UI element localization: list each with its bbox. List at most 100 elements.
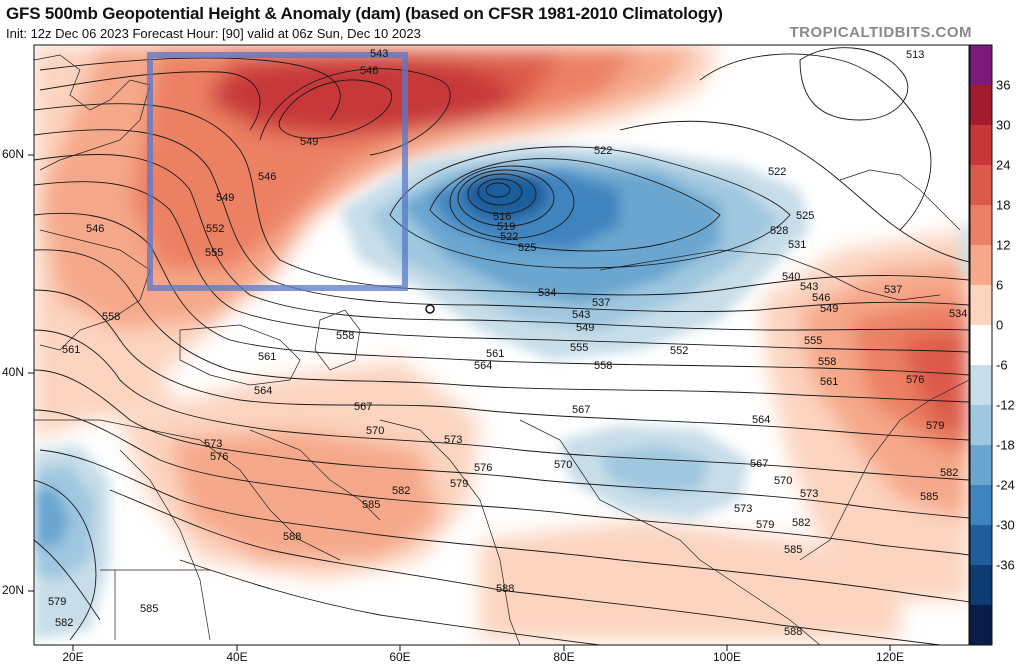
- contour-label: 525: [796, 210, 814, 222]
- map-subtitle: Init: 12z Dec 06 2023 Forecast Hour: [90…: [6, 26, 421, 41]
- contour-label: 573: [444, 434, 462, 446]
- contour-label: 564: [752, 414, 770, 426]
- colorbar-segment: [970, 605, 992, 646]
- contour-label: 579: [926, 420, 944, 432]
- contour-label: 534: [538, 287, 556, 299]
- contour-label: 558: [102, 311, 120, 323]
- colorbar-tick-label: -30: [996, 517, 1015, 533]
- colorbar-tick-label: 6: [996, 277, 1004, 293]
- contour-label: 576: [210, 451, 228, 463]
- contour-label: 522: [768, 166, 786, 178]
- contour-label: 549: [576, 322, 594, 334]
- contour-label: 522: [594, 145, 612, 157]
- colorbar-tick-label: 24: [996, 157, 1011, 173]
- colorbar-segment: [970, 285, 992, 326]
- contour-label: 558: [818, 356, 836, 368]
- contour-label: 534: [949, 308, 967, 320]
- contour-label: 567: [750, 458, 768, 470]
- contour-label: 567: [572, 404, 590, 416]
- lon-label-100e: 100E: [712, 650, 742, 664]
- contour-label: 579: [48, 596, 66, 608]
- contour-label: 555: [205, 247, 223, 259]
- contour-label: 576: [906, 374, 924, 386]
- contour-label: 576: [474, 462, 492, 474]
- lon-label-60e: 60E: [389, 650, 411, 664]
- map-title: GFS 500mb Geopotential Height & Anomaly …: [6, 4, 723, 23]
- colorbar-tick-label: -6: [996, 357, 1008, 373]
- contour-label: 555: [804, 335, 822, 347]
- contour-label: 549: [300, 136, 318, 148]
- location-marker: [425, 304, 435, 314]
- contour-label: 579: [450, 478, 468, 490]
- contour-label: 552: [206, 223, 224, 235]
- lon-label-120e: 120E: [875, 650, 905, 664]
- colorbar-segment: [970, 85, 992, 126]
- contour-label: 558: [336, 330, 354, 342]
- colorbar-segment: [970, 45, 992, 86]
- contour-label: 567: [354, 401, 372, 413]
- contour-label: 570: [554, 459, 572, 471]
- contour-label: 585: [920, 491, 938, 503]
- contour-label: 564: [474, 360, 492, 372]
- contour-labels: 543 546 549 546 549 552 555 546 558 561 …: [48, 48, 967, 638]
- contour-label: 579: [756, 519, 774, 531]
- contour-label: 582: [392, 485, 410, 497]
- colorbar-segment: [970, 325, 992, 366]
- contour-label: 561: [62, 344, 80, 356]
- colorbar-tick-label: 12: [996, 237, 1011, 253]
- lon-label-80e: 80E: [553, 650, 575, 664]
- contour-label: 516: [493, 211, 511, 223]
- contour-label: 549: [820, 303, 838, 315]
- contour-label: 582: [940, 467, 958, 479]
- contour-label: 549: [216, 192, 234, 204]
- lat-label-60n: 60N: [2, 147, 25, 161]
- contour-label: 546: [86, 223, 104, 235]
- contour-label: 519: [497, 221, 515, 233]
- colorbar-tick-label: -18: [996, 437, 1015, 453]
- map-plot-area: 543 546 549 546 549 552 555 546 558 561 …: [34, 45, 969, 645]
- contour-label: 570: [774, 475, 792, 487]
- lon-label-20e: 20E: [62, 650, 84, 664]
- colorbar: [969, 44, 993, 646]
- lat-label-20n: 20N: [2, 583, 25, 597]
- region-highlight-box: [147, 52, 408, 291]
- anomaly-shading: [34, 45, 969, 640]
- colorbar-segment: [970, 565, 992, 606]
- contour-label: 561: [258, 351, 276, 363]
- contour-label: 564: [254, 385, 272, 397]
- contour-label: 573: [204, 438, 222, 450]
- colorbar-segment: [970, 405, 992, 446]
- colorbar-tick-label: -36: [996, 557, 1015, 573]
- contour-label: 546: [258, 171, 276, 183]
- colorbar-frame: [969, 44, 993, 646]
- contour-label: 561: [486, 348, 504, 360]
- contour-label: 540: [782, 271, 800, 283]
- colorbar-tick-label: 30: [996, 117, 1011, 133]
- contour-label: 555: [570, 342, 588, 354]
- contour-label: 570: [366, 425, 384, 437]
- colorbar-tick-label: 18: [996, 197, 1011, 213]
- contour-label: 546: [360, 65, 378, 77]
- colorbar-tick-label: 0: [996, 317, 1004, 333]
- contour-label: 543: [370, 48, 388, 60]
- lon-label-40e: 40E: [226, 650, 248, 664]
- axis-ticks: [28, 154, 891, 651]
- contour-label: 546: [812, 292, 830, 304]
- contour-label: 537: [884, 284, 902, 296]
- colorbar-segment: [970, 165, 992, 206]
- colorbar-tick-label: -24: [996, 477, 1015, 493]
- colorbar-segment: [970, 445, 992, 486]
- contour-label: 582: [792, 517, 810, 529]
- contour-label: 588: [784, 626, 802, 638]
- contour-label: 588: [496, 583, 514, 595]
- contour-label: 588: [283, 531, 301, 543]
- colorbar-segment: [970, 365, 992, 406]
- contour-label: 525: [518, 242, 536, 254]
- contour-label: 528: [770, 225, 788, 237]
- contour-label: 543: [800, 281, 818, 293]
- contour-label: 537: [592, 297, 610, 309]
- colorbar-segment: [970, 485, 992, 526]
- contour-label: 585: [140, 603, 158, 615]
- lat-label-40n: 40N: [2, 365, 25, 379]
